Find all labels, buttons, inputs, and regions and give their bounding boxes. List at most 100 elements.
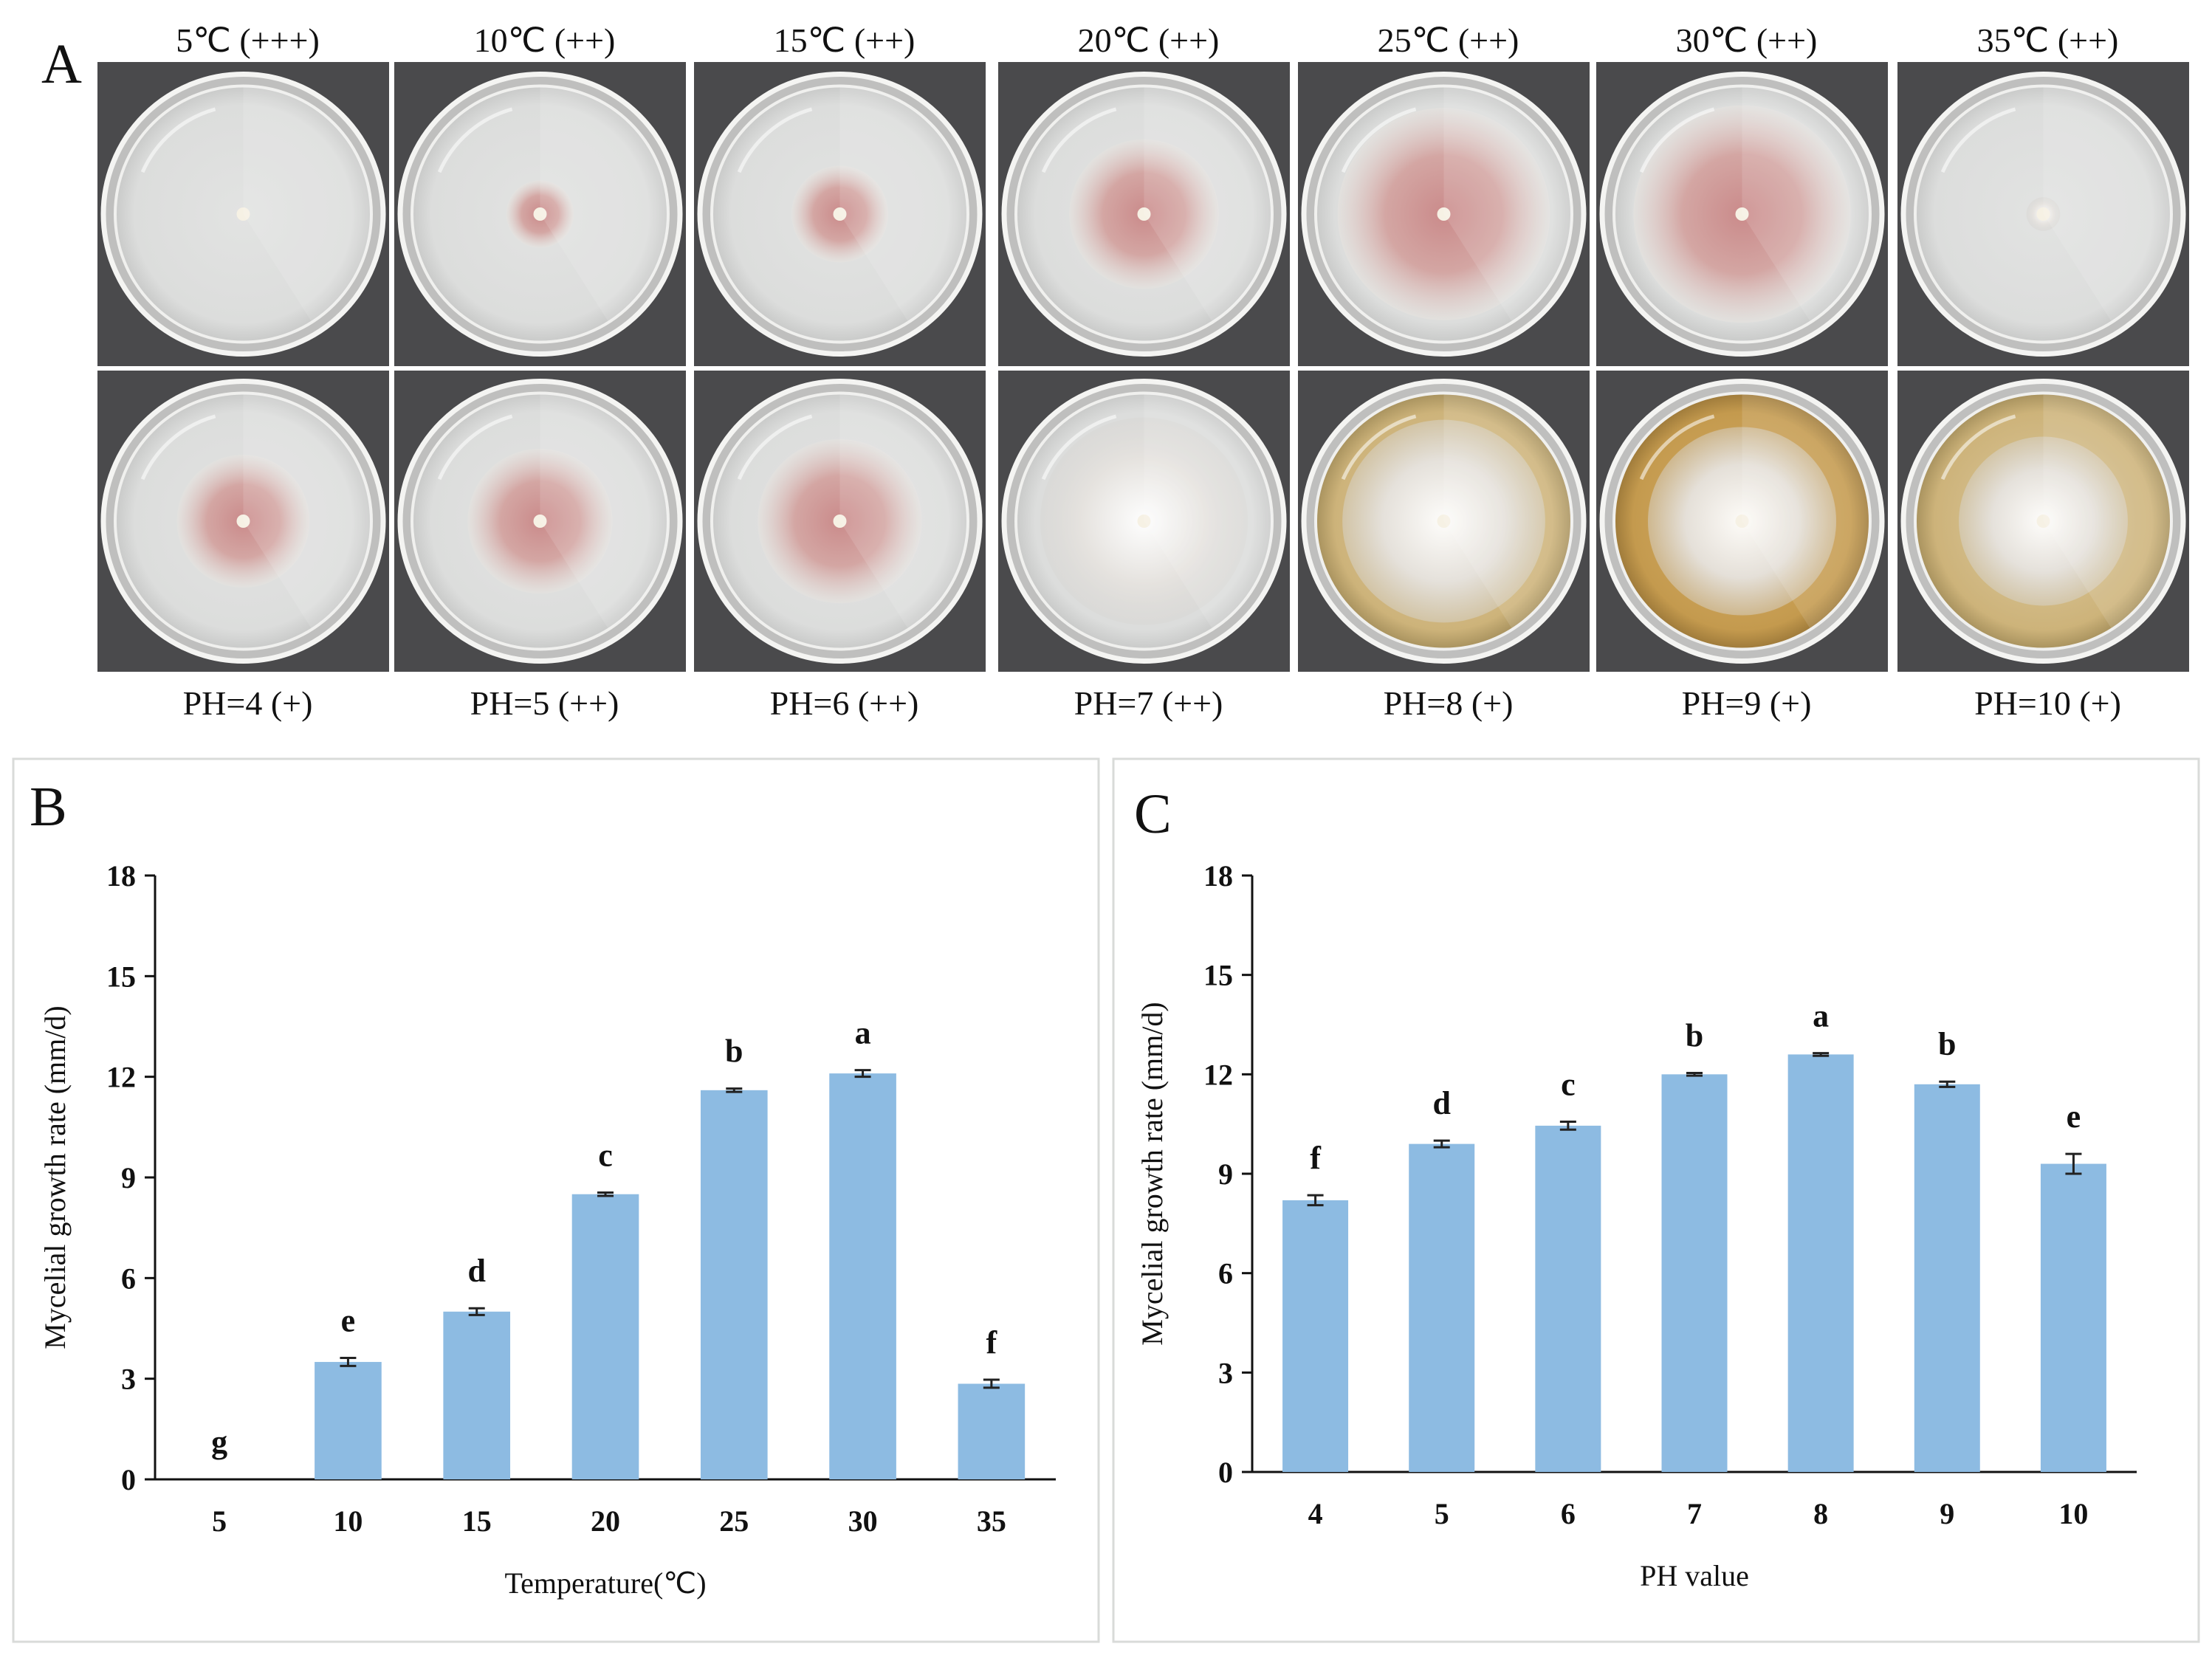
temperature-label: 25℃ (++): [1378, 21, 1519, 59]
bar: [1535, 1125, 1601, 1472]
y-tick-label: 18: [106, 859, 136, 892]
error-bar: [1559, 1121, 1576, 1131]
significance-letter: e: [341, 1302, 356, 1338]
y-tick-label: 0: [1218, 1456, 1233, 1489]
temperature-label: 10℃ (++): [474, 21, 616, 59]
x-tick-label: 30: [848, 1504, 878, 1538]
bar: [1787, 1054, 1854, 1472]
error-bar: [854, 1069, 871, 1079]
significance-letter: d: [1432, 1085, 1450, 1121]
chart-frame: [12, 757, 1100, 1643]
x-tick-label: 15: [462, 1504, 492, 1538]
petri-dish-photo: [1298, 371, 1590, 672]
petri-dish-photo: [998, 371, 1290, 672]
x-tick-label: 7: [1687, 1497, 1702, 1530]
y-tick-label: 3: [121, 1363, 136, 1396]
error-bar: [468, 1307, 485, 1316]
significance-letter: a: [1813, 998, 1829, 1034]
significance-letter: b: [725, 1033, 743, 1070]
significance-letter: c: [1561, 1067, 1576, 1103]
significance-letter: b: [1686, 1018, 1703, 1054]
ph-label: PH=6 (++): [770, 684, 919, 722]
ph-label: PH=8 (+): [1384, 684, 1514, 722]
y-tick-label: 12: [1203, 1058, 1233, 1091]
petri-dish-photo: [998, 62, 1290, 366]
petri-dish-photo: [694, 62, 986, 366]
significance-letter: f: [1310, 1140, 1322, 1176]
y-tick-label: 18: [1203, 859, 1233, 892]
error-bar: [983, 1378, 1000, 1389]
x-tick-label: 9: [1940, 1497, 1954, 1530]
bar: [958, 1383, 1026, 1479]
x-tick-label: 6: [1561, 1497, 1576, 1530]
petri-dish-photo: [97, 371, 389, 672]
error-bar: [1686, 1072, 1703, 1077]
petri-dish-photo: [1596, 371, 1888, 672]
panel-b-letter: B: [30, 776, 67, 838]
error-bar: [1939, 1080, 1956, 1088]
ph-label: PH=5 (++): [470, 684, 619, 722]
ph-label: PH=9 (+): [1682, 684, 1812, 722]
x-tick-label: 10: [333, 1504, 363, 1538]
y-axis-title: Mycelial growth rate (mm/d): [1136, 1002, 1169, 1345]
temperature-label: 35℃ (++): [1977, 21, 2119, 59]
y-tick-label: 6: [1218, 1257, 1233, 1290]
y-tick-label: 12: [106, 1061, 136, 1094]
y-tick-label: 9: [1218, 1157, 1233, 1191]
ph-label: PH=4 (+): [183, 684, 313, 722]
y-tick-label: 6: [121, 1262, 136, 1295]
y-tick-label: 0: [121, 1463, 136, 1496]
x-tick-label: 8: [1813, 1497, 1828, 1530]
petri-dish-photo: [1897, 371, 2189, 672]
bar: [571, 1194, 639, 1479]
y-tick-label: 15: [1203, 959, 1233, 992]
x-axis-title: PH value: [1640, 1559, 1749, 1592]
bar: [1282, 1200, 1349, 1472]
significance-letter: g: [211, 1424, 227, 1460]
petri-dish-photo: [394, 371, 686, 672]
temperature-label: 30℃ (++): [1676, 21, 1818, 59]
bar: [1914, 1084, 1980, 1472]
error-bar: [2065, 1152, 2082, 1175]
temperature-label: 15℃ (++): [774, 21, 916, 59]
ph-growth-chart: 0 3 6 9 12 15 18 f 4 d 5 c 6 b 7 a 8 b 9 e 10 PH value Mycelia…: [1112, 757, 2200, 1643]
x-tick-label: 20: [591, 1504, 620, 1538]
x-axis-title: Temperature(℃): [504, 1566, 706, 1600]
petri-dish-photo: [1298, 62, 1590, 366]
significance-letter: f: [986, 1324, 998, 1361]
y-axis-title: Mycelial growth rate (mm/d): [38, 1005, 72, 1349]
significance-letter: a: [855, 1015, 871, 1051]
panel-a-letter: A: [41, 33, 82, 95]
x-tick-label: 10: [2058, 1497, 2088, 1530]
significance-letter: d: [467, 1253, 485, 1289]
petri-dish-photo-grid: 5℃ (+++) 10℃ (++) 15℃ (++) 20℃ (++) 25℃ (++)…: [97, 21, 2189, 722]
petri-dish-photo: [97, 62, 389, 366]
y-tick-label: 15: [106, 960, 136, 993]
bar: [315, 1361, 382, 1479]
ph-label: PH=10 (+): [1974, 684, 2121, 722]
x-tick-label: 35: [977, 1504, 1006, 1538]
error-bar: [1813, 1052, 1830, 1057]
bar: [443, 1311, 511, 1479]
error-bar: [597, 1191, 614, 1197]
temperature-label: 5℃ (+++): [176, 21, 320, 59]
significance-letter: b: [1938, 1026, 1956, 1062]
y-tick-label: 3: [1218, 1356, 1233, 1389]
significance-letter: c: [598, 1137, 613, 1173]
bar: [829, 1073, 896, 1479]
temperature-growth-chart: 0 3 6 9 12 15 18 g 5 e 10 d 15 c 20 b 25 a 30 f 35 Temperatur…: [12, 757, 1100, 1643]
error-bar: [726, 1087, 743, 1093]
bar: [1661, 1074, 1728, 1472]
y-tick-label: 9: [121, 1161, 136, 1194]
panel-c-letter: C: [1134, 783, 1172, 845]
x-tick-label: 5: [1435, 1497, 1449, 1530]
chart-frame: [1112, 757, 2200, 1643]
x-tick-label: 5: [212, 1504, 227, 1538]
bar: [1409, 1143, 1475, 1472]
error-bar: [1307, 1194, 1324, 1207]
significance-letter: e: [2067, 1098, 2081, 1135]
x-tick-label: 25: [719, 1504, 749, 1538]
temperature-label: 20℃ (++): [1078, 21, 1220, 59]
petri-dish-photo: [694, 371, 986, 672]
